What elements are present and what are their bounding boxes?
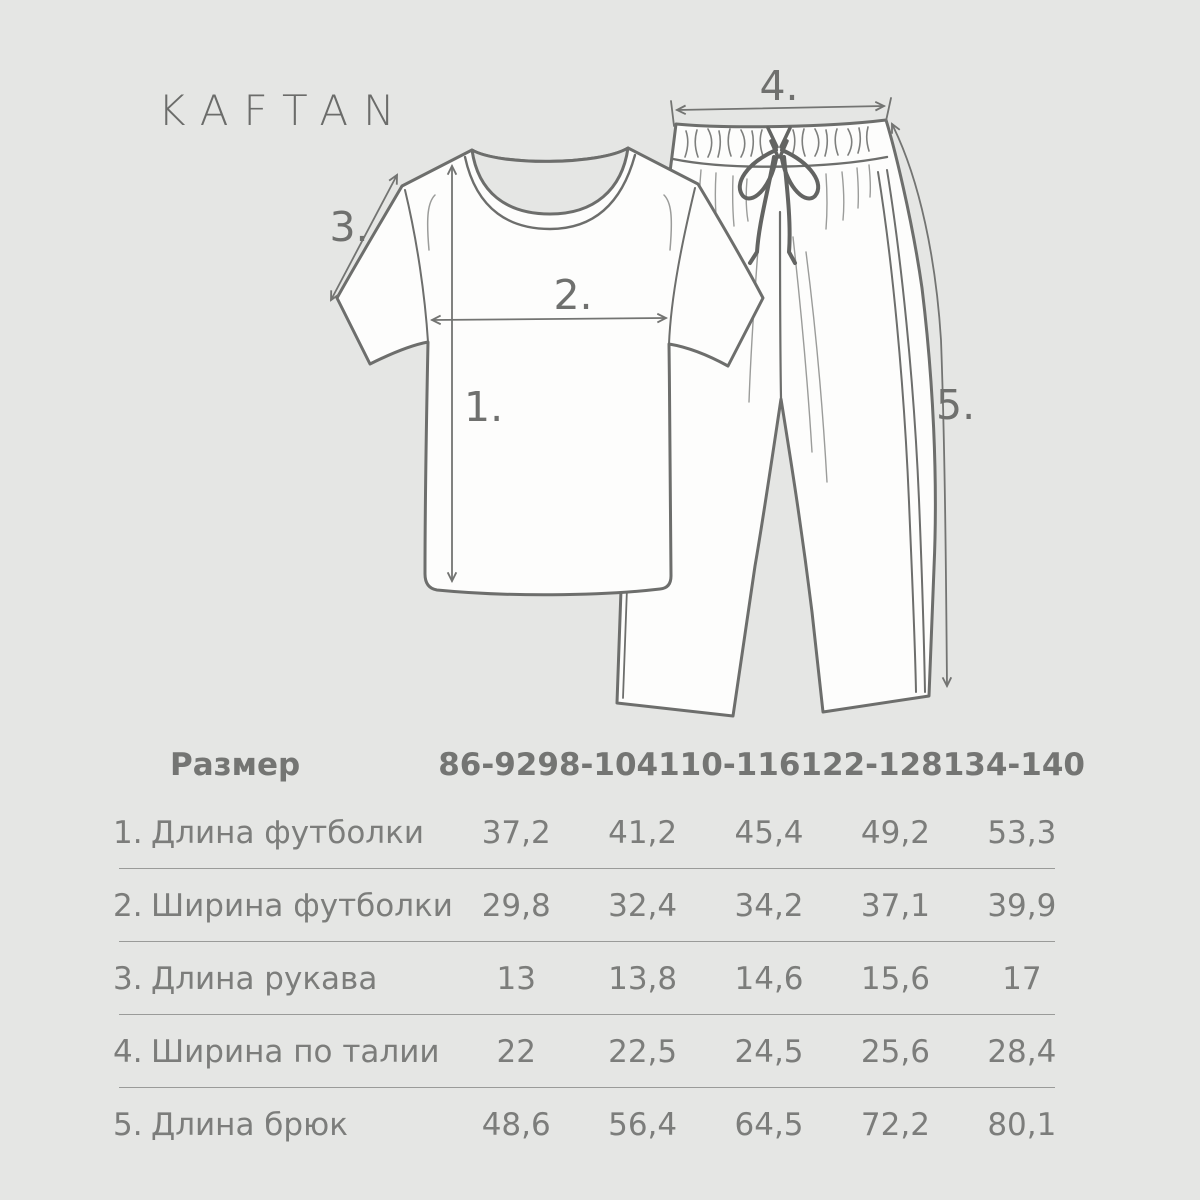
dimension-label-4: 4. [759, 62, 798, 110]
dimension-line-4 [674, 101, 887, 115]
cell-value: 24,5 [734, 1033, 804, 1070]
row-label: Длина брюк [151, 1106, 348, 1143]
cell-value: 15,6 [860, 960, 930, 997]
size-range-header: 122-128 [800, 747, 943, 783]
cell-value: 56,4 [608, 1106, 678, 1143]
shoulder-creases [426, 194, 673, 251]
size-column-header: Размер [170, 747, 301, 783]
tshirt-drawing [335, 146, 765, 597]
row-number: 3. [113, 960, 143, 997]
size-range-header: 98-104 [537, 747, 659, 783]
row-label: Ширина футболки [151, 887, 453, 924]
dimension-line-3 [330, 173, 398, 302]
row-number: 2. [113, 887, 143, 924]
size-range-header: 86-92 [438, 747, 538, 783]
cell-value: 28,4 [987, 1033, 1057, 1070]
extension-ticks [670, 97, 892, 127]
row-label: Ширина по талии [151, 1033, 440, 1070]
cell-value: 45,4 [734, 814, 804, 851]
table-row: 5. Длина брюк 48,6 56,4 64,5 72,2 80,1 [105, 1087, 1085, 1161]
dimension-label-2: 2. [553, 271, 592, 319]
row-number: 1. [113, 814, 143, 851]
pajama-set-diagram: 1. 2. 3. 4. 5. [329, 62, 975, 718]
armhole-seams [404, 187, 696, 345]
cell-value: 41,2 [608, 814, 678, 851]
cell-value: 22 [496, 1033, 536, 1070]
dimension-label-5: 5. [936, 381, 975, 429]
cell-value: 64,5 [734, 1106, 804, 1143]
cell-value: 14,6 [734, 960, 804, 997]
cell-value: 49,2 [860, 814, 930, 851]
cell-value: 34,2 [734, 887, 804, 924]
cell-value: 13,8 [608, 960, 678, 997]
table-row: 2. Ширина футболки 29,8 32,4 34,2 37,1 3… [105, 868, 1085, 942]
front-seam [778, 210, 783, 400]
dimension-label-3: 3. [329, 203, 368, 251]
cell-value: 48,6 [481, 1106, 551, 1143]
cell-value: 22,5 [608, 1033, 678, 1070]
cell-value: 37,1 [860, 887, 930, 924]
size-range-header: 110-116 [658, 747, 801, 783]
dimension-line-5 [891, 122, 953, 689]
cell-value: 25,6 [860, 1033, 930, 1070]
row-number: 5. [113, 1106, 143, 1143]
size-table: Размер 86-92 98-104 110-116 122-128 134-… [105, 734, 1085, 1161]
dimension-labels: 1. 2. 3. 4. 5. [329, 62, 975, 431]
cell-value: 32,4 [608, 887, 678, 924]
waistband-gathers [684, 126, 870, 158]
size-range-header: 134-140 [942, 747, 1085, 783]
size-table-header: Размер 86-92 98-104 110-116 122-128 134-… [105, 734, 1085, 796]
table-row: 1. Длина футболки 37,2 41,2 45,4 49,2 53… [105, 796, 1085, 869]
waistband-seam [671, 155, 889, 168]
drawstring-bow-icon [737, 126, 821, 265]
table-row: 3. Длина рукава 13 13,8 14,6 15,6 17 [105, 941, 1085, 1015]
tshirt-outline [335, 146, 765, 597]
cell-value: 13 [496, 960, 536, 997]
cell-value: 39,9 [987, 887, 1057, 924]
cell-value: 80,1 [987, 1106, 1057, 1143]
cell-value: 37,2 [481, 814, 551, 851]
row-label: Длина рукава [151, 960, 378, 997]
brand-logo: KAFTAN [158, 86, 410, 135]
neck-opening [470, 146, 630, 216]
table-row: 4. Ширина по талии 22 22,5 24,5 25,6 28,… [105, 1014, 1085, 1088]
dimension-line-2 [429, 312, 669, 326]
collar-band-seam [463, 153, 637, 231]
cell-value: 53,3 [987, 814, 1057, 851]
cell-value: 72,2 [860, 1106, 930, 1143]
cell-value: 29,8 [481, 887, 551, 924]
dimension-label-1: 1. [464, 383, 503, 431]
row-number: 4. [113, 1033, 143, 1070]
row-label: Длина футболки [151, 814, 424, 851]
cell-value: 17 [1002, 960, 1042, 997]
dimension-arrows [330, 97, 953, 689]
